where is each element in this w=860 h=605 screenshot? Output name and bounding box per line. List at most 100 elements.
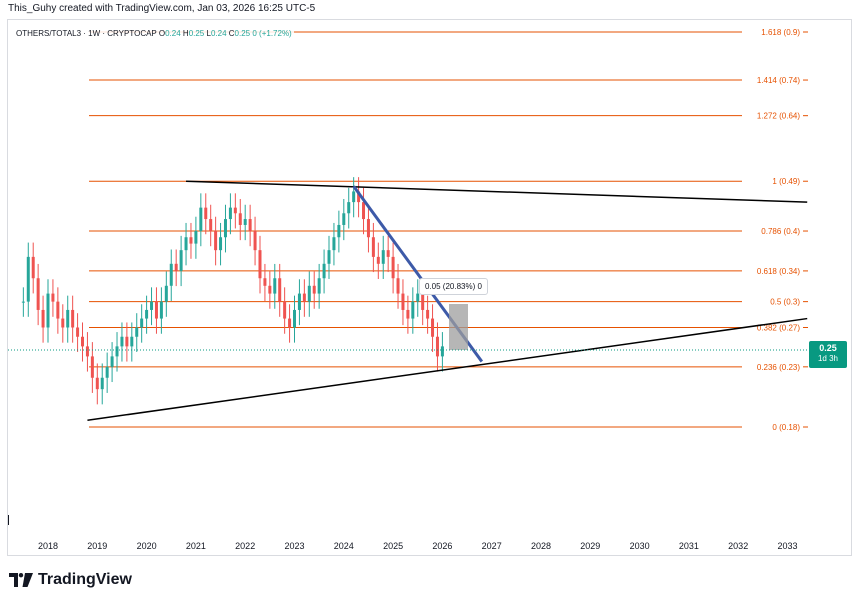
candle-body [327,250,331,264]
price-tag-countdown: 1d 3h [817,354,839,363]
fib-label-7: 0.382 (0.27) [757,323,800,332]
candle-body [352,191,356,203]
ohlc-change: 0 (+1.72%) [252,29,292,38]
fib-label-6: 0.5 (0.3) [770,298,800,307]
candle-body [342,213,346,225]
candle-body [411,301,415,319]
candle-body [283,301,287,319]
candle-body [435,336,439,357]
ohlc-h-label: H [182,29,189,38]
candle-body [135,327,139,337]
chart-frame [7,19,852,556]
brand-name: TradingView [38,571,132,588]
candle-body [376,256,380,264]
fib-label-1: 1.414 (0.74) [757,76,800,85]
candle-body [71,309,75,328]
candle-body [150,301,154,310]
candle-body [302,293,306,302]
candle-body [100,377,104,390]
candle-body [322,263,326,279]
price-tag-price: 0.25 [819,343,837,353]
candle-body [130,336,134,347]
candle-body [85,346,89,357]
fib-label-2: 1.272 (0.64) [757,112,800,121]
x-tick-label: 2020 [137,541,157,551]
candle-body [268,285,272,294]
candle-body [371,237,375,257]
x-tick-label: 2033 [777,541,797,551]
candle-body [159,301,163,319]
candle-body [391,256,395,279]
tradingview-logo-icon [9,573,33,587]
fib-label-8: 0.236 (0.23) [757,363,800,372]
candle-body [248,219,252,232]
tradingview-logo[interactable]: TradingView [9,571,132,589]
candle-body [416,293,420,302]
x-tick-label: 2029 [580,541,600,551]
candle-body [105,366,109,378]
candle-body [115,346,119,357]
candle-body [362,202,366,220]
candle-body [288,318,292,328]
candle-body [297,293,301,310]
fib-levels: 1.618 (0.9) 1.414 (0.74) 1.272 (0.64) 1 (0.… [89,28,808,432]
symbol-legend[interactable]: OTHERS/TOTAL3 · 1W · CRYPTOCAP O0.24 H0.… [14,29,294,38]
x-tick-label: 2031 [679,541,699,551]
x-tick-label: 2021 [186,541,206,551]
candle-body [179,250,183,271]
x-tick-label: 2024 [334,541,354,551]
candle-body [145,309,149,319]
candle-body [90,356,94,378]
ohlc-c-value: 0.25 [234,29,251,38]
ohlc-o-label: O [158,29,166,38]
candle-body [120,336,124,347]
fib-label-5: 0.618 (0.34) [757,267,800,276]
candle-body [228,207,232,220]
candle-body [273,278,277,294]
support-trendline[interactable] [87,317,808,422]
x-tick-label: 2032 [728,541,748,551]
creator-line: This_Guhy created with TradingView.com, … [8,3,316,14]
candle-body [56,301,60,319]
candle-body [51,293,55,302]
x-tick-label: 2026 [432,541,452,551]
x-tick-label: 2028 [531,541,551,551]
candle-body [258,250,262,279]
candle-body [386,250,390,257]
candle-body [110,356,114,367]
ohlc-l-label: L [206,29,211,38]
candle-body [31,256,35,279]
ohlc-l-value: 0.24 [210,29,227,38]
candle-body [189,237,193,244]
candle-body [421,293,425,310]
candle-body [125,336,129,347]
candle-body [347,202,351,214]
x-tick-label: 2025 [383,541,403,551]
measure-box [449,304,468,350]
ohlc-c-label: C [228,29,235,38]
candle-body [21,301,25,303]
candle-body [140,318,144,328]
candle-body [366,219,370,238]
ohlc-o-value: 0.24 [165,29,181,38]
price-tag: 0.25 1d 3h [809,341,847,368]
candle-body [381,250,385,264]
candle-body [440,346,444,357]
candle-body [263,278,267,286]
candle-body [209,219,213,232]
candle-body [95,377,99,390]
resistance-trendline[interactable] [186,180,808,203]
candle-body [238,213,242,225]
candle-body [293,309,296,328]
candle-body [184,237,188,251]
candle-body [199,207,203,232]
candle-body [61,318,65,328]
fib-label-4: 0.786 (0.4) [761,227,800,236]
candle-body [233,207,237,214]
candle-body [36,278,40,310]
candle-body [243,219,247,225]
ohlc-h-value: 0.25 [188,29,205,38]
candle-body [406,309,410,319]
fib-label-0: 1.618 (0.9) [761,28,800,37]
